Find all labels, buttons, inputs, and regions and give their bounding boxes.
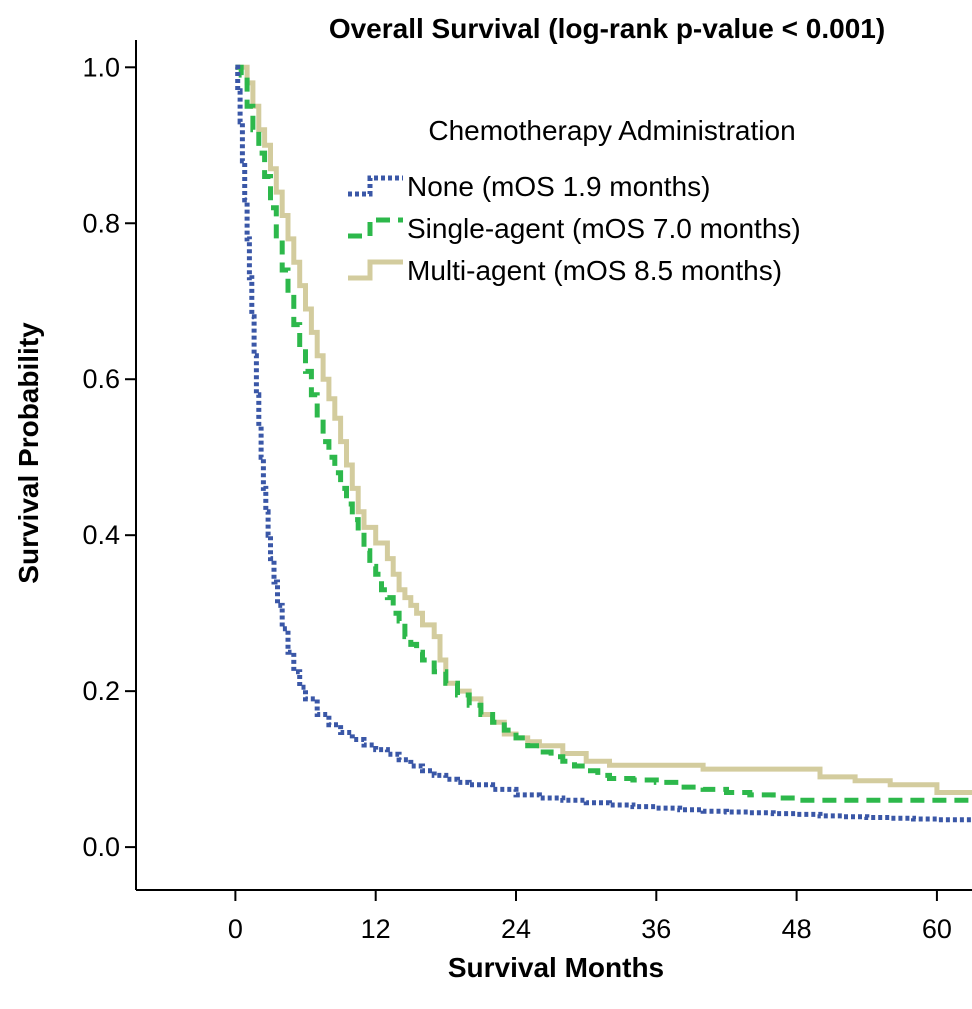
x-tick-label: 60: [922, 914, 952, 944]
series-line-3: [235, 64, 972, 795]
y-tick-label: 0.6: [82, 364, 120, 394]
legend: Chemotherapy Administration None (mOS 1.…: [348, 115, 801, 286]
series-line-2: [235, 64, 972, 803]
legend-title: Chemotherapy Administration: [428, 115, 795, 146]
legend-swatch-3: [348, 259, 403, 281]
series-line-1: [235, 64, 972, 823]
legend-label-1: None (mOS 1.9 months): [407, 171, 710, 202]
y-ticks: 0.0 0.2 0.4 0.6 0.8 1.0: [82, 52, 136, 862]
y-tick-label: 0.4: [82, 520, 120, 550]
x-tick-label: 48: [782, 914, 812, 944]
legend-entries: None (mOS 1.9 months) Single-agent (mOS 7…: [348, 171, 801, 286]
series-layer: [235, 64, 972, 823]
x-tick-label: 36: [641, 914, 671, 944]
legend-swatch-2: [348, 217, 403, 239]
legend-label-3: Multi-agent (mOS 8.5 months): [407, 255, 782, 286]
chart-title: Overall Survival (log-rank p-value < 0.0…: [329, 13, 885, 44]
x-tick-label: 12: [361, 914, 391, 944]
legend-label-2: Single-agent (mOS 7.0 months): [407, 213, 801, 244]
y-tick-label: 0.2: [82, 676, 120, 706]
x-ticks: 0 12 24 36 48 60: [228, 890, 952, 944]
x-tick-label: 0: [228, 914, 243, 944]
x-axis-label: Survival Months: [448, 952, 664, 983]
y-tick-label: 0.8: [82, 208, 120, 238]
y-tick-label: 1.0: [82, 52, 120, 82]
y-tick-label: 0.0: [82, 832, 120, 862]
legend-swatch-1: [348, 175, 403, 197]
x-tick-label: 24: [501, 914, 531, 944]
y-axis-label: Survival Probability: [13, 322, 44, 584]
